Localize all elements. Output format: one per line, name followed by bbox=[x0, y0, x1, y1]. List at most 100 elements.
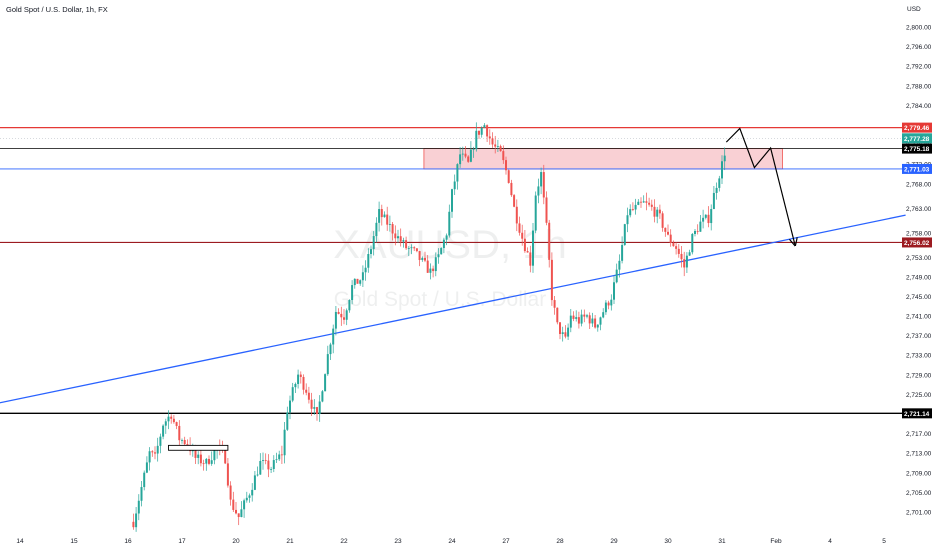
candle bbox=[475, 122, 478, 152]
candle bbox=[464, 146, 467, 159]
candle-body bbox=[680, 253, 683, 260]
candle-body bbox=[588, 315, 591, 324]
candle bbox=[496, 139, 499, 152]
candle-body bbox=[256, 474, 259, 476]
price-badge-zone-top: 2,775.18 bbox=[902, 143, 932, 154]
candle-body bbox=[359, 280, 362, 284]
candle-body bbox=[564, 332, 567, 337]
candle-body bbox=[577, 317, 580, 324]
x-tick-label: 27 bbox=[502, 538, 510, 545]
candle bbox=[526, 247, 529, 253]
candle bbox=[591, 312, 594, 327]
candle-body bbox=[586, 315, 588, 317]
candle-body bbox=[237, 513, 240, 518]
candle bbox=[326, 345, 329, 376]
candle-body bbox=[548, 222, 551, 260]
candle bbox=[397, 229, 399, 243]
candle-body bbox=[507, 170, 510, 183]
candle-body bbox=[542, 172, 545, 198]
candle-body bbox=[194, 449, 197, 458]
candle-body bbox=[515, 206, 518, 224]
candle-body bbox=[145, 462, 148, 473]
candle bbox=[607, 300, 610, 310]
candle bbox=[715, 182, 718, 200]
candle bbox=[175, 421, 178, 430]
candle bbox=[561, 326, 564, 342]
candle-body bbox=[699, 221, 702, 232]
price-badge-support-bg bbox=[902, 237, 932, 248]
candle-body bbox=[270, 469, 273, 470]
range-box bbox=[168, 444, 229, 451]
candle bbox=[256, 466, 259, 477]
chart-title: Gold Spot / U.S. Dollar, 1h, FX bbox=[6, 5, 108, 14]
candle bbox=[710, 204, 713, 231]
candle bbox=[162, 424, 165, 440]
price-badge-zone-bottom: 2,771.03 bbox=[902, 163, 932, 174]
ascending-trendline bbox=[0, 214, 906, 404]
y-tick-label: 2,753.00 bbox=[906, 255, 932, 262]
candle-body bbox=[567, 327, 570, 337]
candle bbox=[137, 494, 140, 521]
candle bbox=[299, 371, 302, 384]
candle bbox=[135, 507, 138, 532]
candle-body bbox=[415, 248, 418, 252]
candle-body bbox=[356, 278, 359, 284]
candle-body bbox=[453, 181, 456, 190]
candle bbox=[472, 146, 475, 158]
candle-body bbox=[402, 240, 405, 242]
candle bbox=[251, 483, 254, 502]
candle bbox=[461, 146, 464, 161]
price-badge-current-text: 2,777.28 bbox=[904, 136, 930, 143]
candle bbox=[307, 386, 310, 404]
candle-body bbox=[143, 472, 146, 488]
candle bbox=[332, 324, 335, 354]
candle-body bbox=[596, 324, 599, 328]
candle-body bbox=[286, 412, 289, 430]
y-tick-label: 2,733.00 bbox=[906, 353, 932, 360]
candle bbox=[329, 342, 332, 361]
candle-body bbox=[523, 238, 526, 252]
candle-body bbox=[537, 186, 540, 196]
candle bbox=[699, 214, 702, 232]
candle-body bbox=[521, 232, 524, 239]
candle-body bbox=[602, 312, 605, 318]
candle bbox=[226, 457, 229, 488]
candle bbox=[599, 316, 602, 331]
candle-body bbox=[232, 499, 235, 510]
candle-body bbox=[364, 267, 367, 273]
candle-body bbox=[370, 249, 372, 255]
candle-body bbox=[318, 401, 321, 414]
x-tick-label: 23 bbox=[394, 538, 402, 545]
x-tick-label: Feb bbox=[770, 538, 782, 545]
candle-body bbox=[491, 138, 494, 145]
candle bbox=[564, 325, 567, 339]
candle bbox=[602, 308, 605, 319]
candle bbox=[415, 248, 418, 253]
candle-body bbox=[170, 416, 173, 419]
candle bbox=[405, 236, 408, 250]
candle bbox=[156, 437, 159, 462]
candle-body bbox=[534, 195, 537, 231]
candle-body bbox=[532, 230, 534, 266]
candle bbox=[418, 250, 421, 267]
candle-body bbox=[307, 392, 310, 400]
candle-body bbox=[553, 300, 556, 308]
candle bbox=[205, 457, 208, 471]
candle-body bbox=[337, 311, 340, 314]
candle bbox=[316, 406, 318, 421]
candle bbox=[321, 390, 324, 403]
candle-body bbox=[407, 248, 410, 249]
candle-body bbox=[154, 452, 156, 454]
candle bbox=[537, 178, 540, 204]
candle-body bbox=[650, 204, 653, 207]
candle bbox=[386, 206, 389, 231]
candle bbox=[388, 215, 391, 232]
currency-label: USD bbox=[907, 6, 921, 13]
candle bbox=[181, 438, 183, 444]
candle-body bbox=[172, 418, 175, 423]
candle bbox=[429, 263, 432, 280]
candle-body bbox=[348, 299, 351, 311]
candle-body bbox=[326, 354, 329, 375]
candle bbox=[707, 206, 710, 228]
